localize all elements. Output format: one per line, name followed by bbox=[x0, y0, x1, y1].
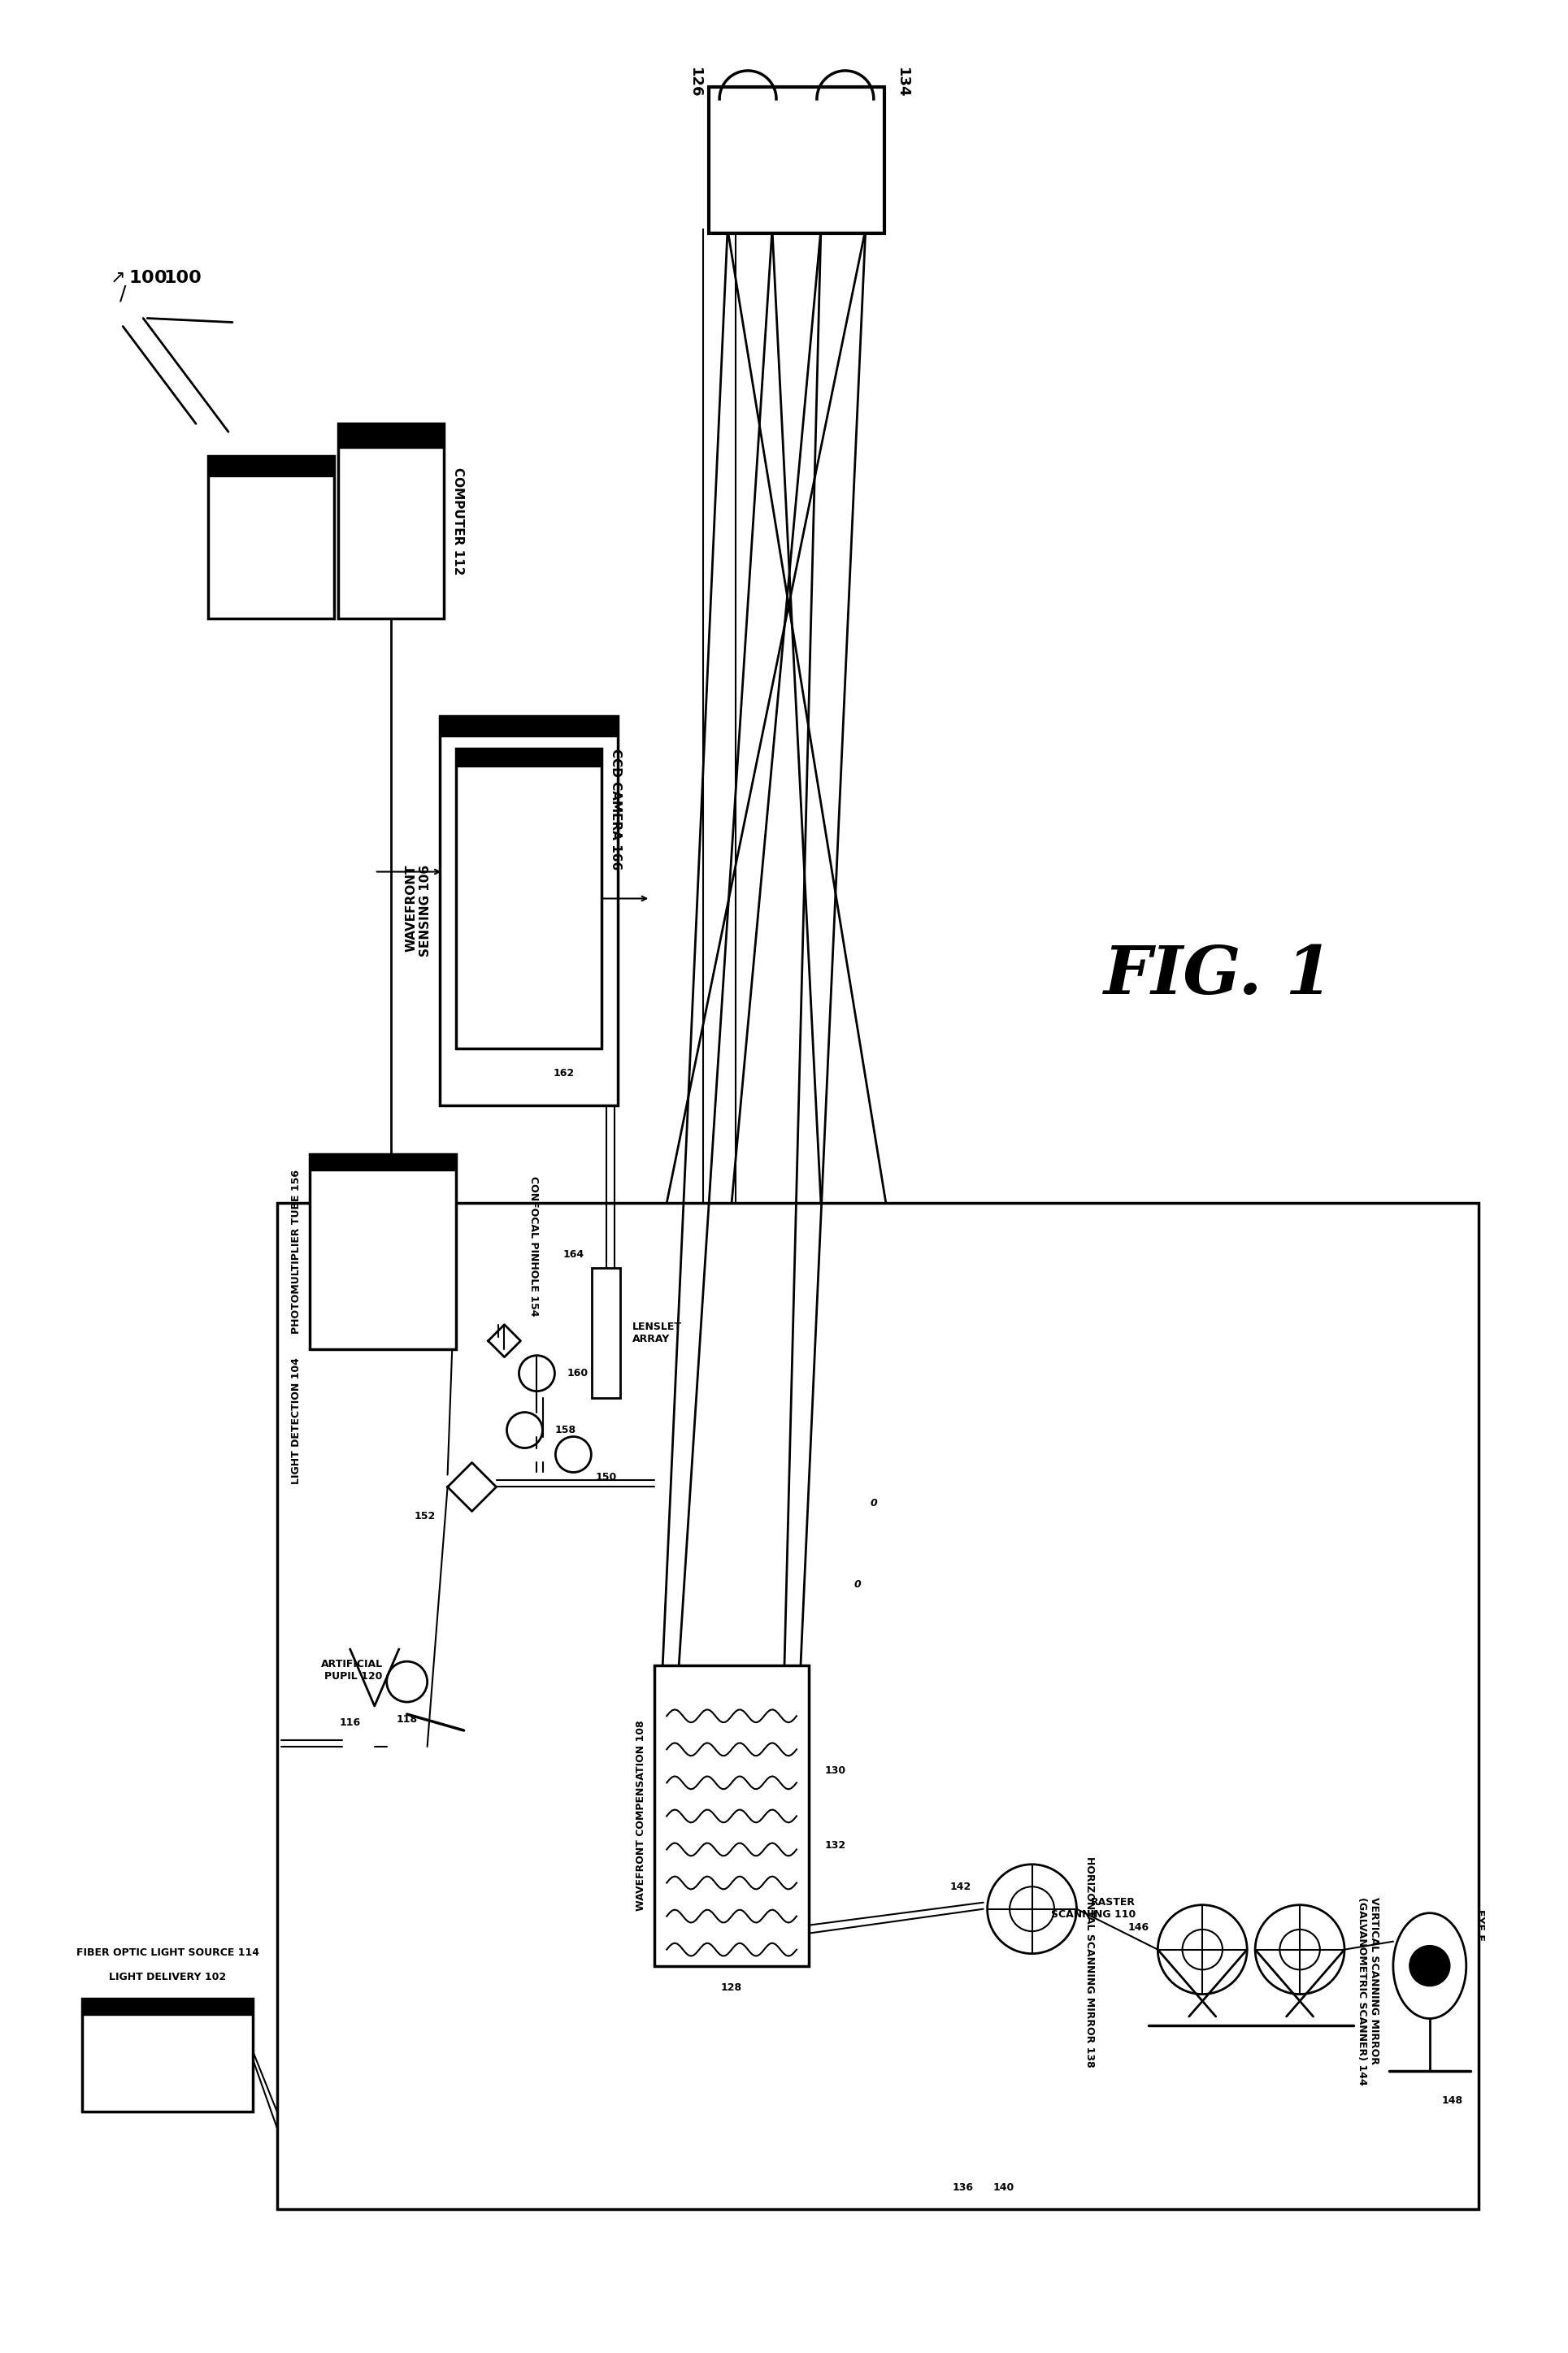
Text: VERTICAL SCANNING MIRROR
(GALVANOMETRIC SCANNER) 144: VERTICAL SCANNING MIRROR (GALVANOMETRIC … bbox=[1356, 1897, 1380, 2085]
Text: PHOTOMULTIPLIER TUBE 156: PHOTOMULTIPLIER TUBE 156 bbox=[292, 1169, 301, 1334]
Bar bbox=[456, 748, 602, 767]
Bar bbox=[209, 456, 334, 619]
Text: WAVEFRONT
SENSING 106: WAVEFRONT SENSING 106 bbox=[405, 864, 431, 958]
Bar bbox=[339, 424, 444, 619]
Bar bbox=[456, 748, 602, 1049]
Text: RASTER
SCANNING 110: RASTER SCANNING 110 bbox=[1051, 1897, 1135, 1920]
Text: 132: 132 bbox=[825, 1840, 847, 1852]
Text: 0: 0 bbox=[870, 1499, 877, 1508]
Text: 162: 162 bbox=[554, 1068, 574, 1078]
Text: LIGHT DELIVERY 102: LIGHT DELIVERY 102 bbox=[108, 1972, 226, 1981]
Text: 142: 142 bbox=[950, 1882, 971, 1892]
Bar bbox=[209, 456, 334, 478]
Text: $\mathsf{/}$: $\mathsf{/}$ bbox=[119, 285, 127, 304]
Text: 160: 160 bbox=[568, 1367, 588, 1379]
Text: HORIZONTAL SCANNING MIRROR 138: HORIZONTAL SCANNING MIRROR 138 bbox=[1085, 1857, 1096, 2068]
Text: COMPUTER 112: COMPUTER 112 bbox=[452, 468, 464, 574]
Text: 118: 118 bbox=[397, 1715, 417, 1725]
Text: 130: 130 bbox=[825, 1765, 847, 1777]
Text: 146: 146 bbox=[1127, 1922, 1149, 1932]
Bar bbox=[593, 1268, 621, 1398]
Bar bbox=[278, 1202, 1479, 2209]
Bar bbox=[709, 87, 884, 233]
Bar bbox=[439, 715, 618, 736]
Bar bbox=[715, 99, 878, 228]
Bar bbox=[654, 1666, 809, 1965]
Text: WAVEFRONT COMPENSATION 108: WAVEFRONT COMPENSATION 108 bbox=[637, 1720, 646, 1911]
Text: 164: 164 bbox=[563, 1249, 583, 1259]
Text: ARTIFICIAL
PUPIL 120: ARTIFICIAL PUPIL 120 bbox=[321, 1659, 383, 1682]
Text: 136: 136 bbox=[952, 2184, 974, 2193]
Text: 150: 150 bbox=[596, 1473, 616, 1482]
Text: 100: 100 bbox=[163, 271, 201, 285]
Circle shape bbox=[1410, 1946, 1450, 1986]
Bar bbox=[82, 1998, 252, 2113]
Text: 140: 140 bbox=[993, 2184, 1014, 2193]
Bar bbox=[339, 424, 444, 447]
Bar bbox=[439, 715, 618, 1106]
Text: 128: 128 bbox=[721, 1981, 742, 1993]
Text: EYE E: EYE E bbox=[1474, 1908, 1485, 1941]
Text: 152: 152 bbox=[414, 1511, 436, 1522]
Text: CCD CAMERA 166: CCD CAMERA 166 bbox=[610, 748, 622, 871]
Text: 126: 126 bbox=[688, 68, 702, 99]
Bar bbox=[309, 1155, 456, 1169]
Bar bbox=[82, 1998, 252, 2014]
Text: 148: 148 bbox=[1443, 2097, 1463, 2106]
Text: FIBER OPTIC LIGHT SOURCE 114: FIBER OPTIC LIGHT SOURCE 114 bbox=[77, 1948, 259, 1958]
Text: LENSLET
ARRAY: LENSLET ARRAY bbox=[632, 1322, 682, 1344]
Bar bbox=[309, 1155, 456, 1348]
Text: $\mathsf{\nearrow}$100: $\mathsf{\nearrow}$100 bbox=[107, 271, 168, 285]
Text: 0: 0 bbox=[855, 1579, 861, 1591]
Text: 158: 158 bbox=[555, 1426, 575, 1435]
Text: FIG. 1: FIG. 1 bbox=[1104, 944, 1333, 1007]
Text: CONFOCAL PINHOLE 154: CONFOCAL PINHOLE 154 bbox=[528, 1176, 539, 1315]
Text: LIGHT DETECTION 104: LIGHT DETECTION 104 bbox=[292, 1358, 301, 1485]
Text: 134: 134 bbox=[895, 68, 909, 99]
Text: 116: 116 bbox=[340, 1718, 361, 1727]
